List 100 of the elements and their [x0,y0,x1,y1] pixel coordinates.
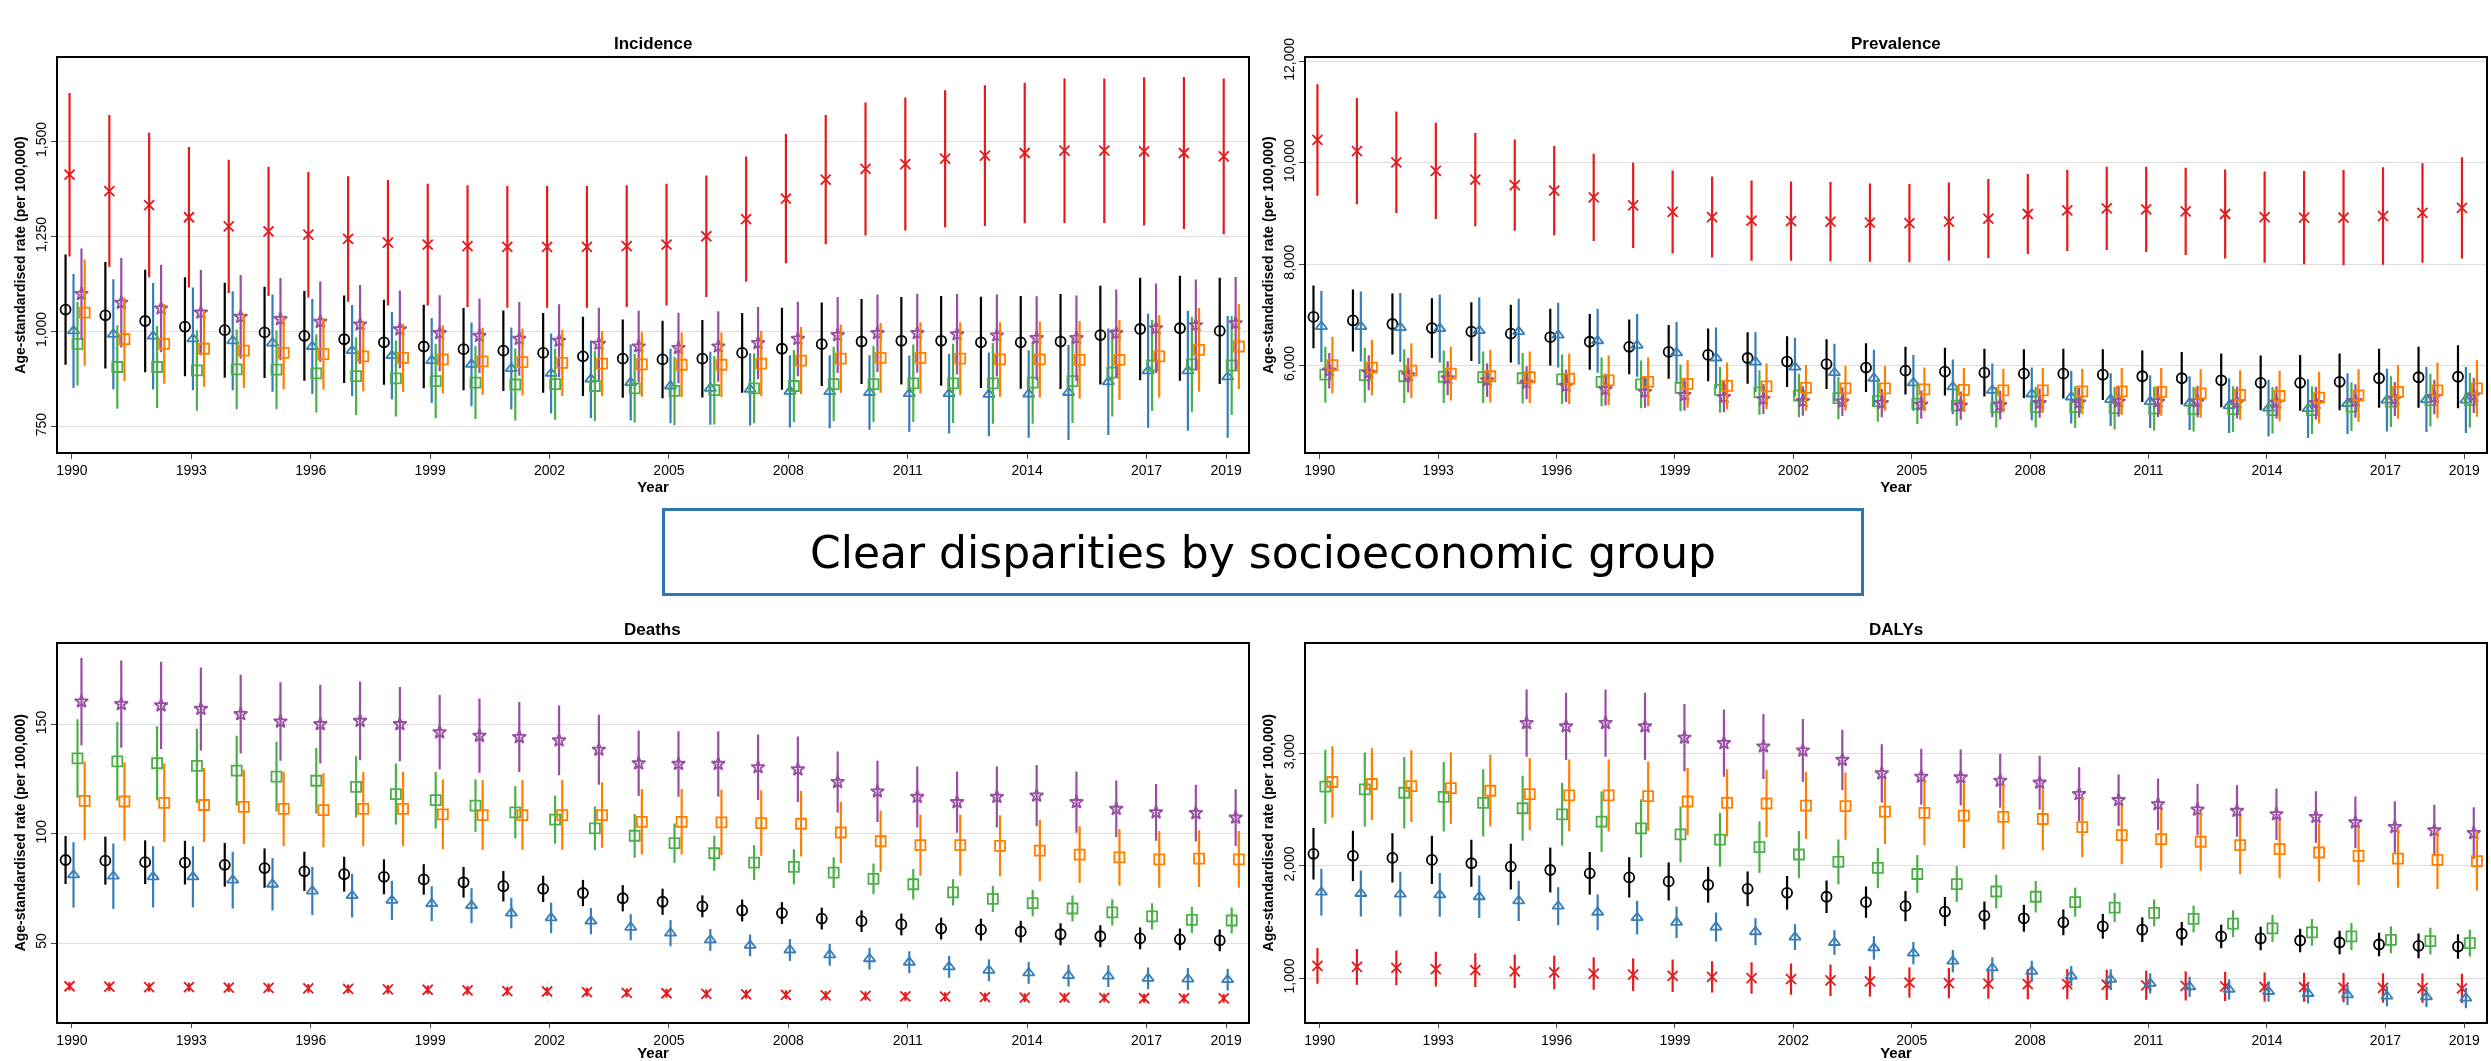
point [675,815,688,828]
point [895,334,908,347]
point [1899,900,1912,913]
point [1906,376,1921,387]
point [1544,864,1557,876]
point [1472,324,1486,335]
point [1946,955,1960,965]
point [935,334,948,347]
point [635,358,648,371]
point [1425,854,1438,866]
point [581,986,593,999]
point [588,822,601,835]
point [511,729,527,744]
point [982,964,996,974]
point [1714,833,1726,846]
point [1623,340,1636,353]
x-tick-label: 1993 [175,1032,208,1049]
point [1642,790,1655,803]
chart-title: Prevalence [1851,34,1941,53]
point [2463,937,2476,950]
point [432,325,448,340]
point [1351,960,1363,973]
point [819,173,832,186]
point [1516,802,1529,815]
point [1721,796,1733,809]
point [1602,789,1615,802]
point [668,837,681,850]
point [2025,388,2039,398]
point [2273,390,2286,402]
point [1523,371,1536,384]
point [2182,980,2197,991]
point [2175,927,2188,940]
point [862,952,877,963]
point [1950,878,1963,891]
point [942,960,956,971]
point [1066,375,1079,387]
point [750,759,766,774]
point [1326,776,1339,788]
point [1108,801,1124,816]
point [1307,847,1320,860]
point [1957,809,1970,822]
point [233,706,249,721]
point [989,327,1005,343]
point [1098,991,1111,1004]
point [516,809,529,821]
point [776,907,788,919]
point [1793,848,1805,861]
point [2431,854,2444,866]
point [501,241,514,253]
point [577,350,589,363]
text: Clear disparities by socioeconomic group [810,526,1716,578]
point [620,986,633,999]
point [1702,349,1715,361]
point [2416,207,2429,219]
point [823,948,837,959]
point [2412,371,2425,384]
point [1867,941,1881,952]
point [153,300,169,316]
point [270,363,283,376]
point [1393,321,1407,331]
point [1602,374,1615,387]
point [827,378,840,391]
point [111,361,124,373]
point [1913,768,1929,784]
point [262,981,275,994]
point [914,351,927,364]
point [2466,387,2482,403]
point [317,804,330,817]
point [2254,376,2267,389]
point [660,238,673,251]
point [2104,973,2118,983]
point [511,330,527,346]
point [1366,361,1378,374]
point [1824,974,1837,987]
point [2387,391,2403,406]
point [1637,384,1653,399]
y-tick-label: 8,000 [1280,244,1297,280]
point [1026,376,1039,389]
point [1523,788,1536,800]
point [2392,386,2404,398]
point [795,354,807,367]
point [2456,202,2468,214]
point [577,887,589,899]
point [436,353,449,366]
point [591,741,607,757]
point [1484,784,1497,797]
point [1098,144,1111,157]
point [504,907,518,917]
point [1141,972,1155,982]
point [158,337,171,350]
y-tick-label: 6,000 [1280,345,1297,382]
point [551,332,567,348]
point [1721,379,1733,392]
point [233,308,249,324]
x-tick-label: 2014 [2251,462,2283,479]
point [1681,795,1694,808]
point [1957,384,1970,396]
x-tick-label: 2014 [2251,1032,2283,1049]
point [1676,729,1693,745]
point [305,340,319,350]
